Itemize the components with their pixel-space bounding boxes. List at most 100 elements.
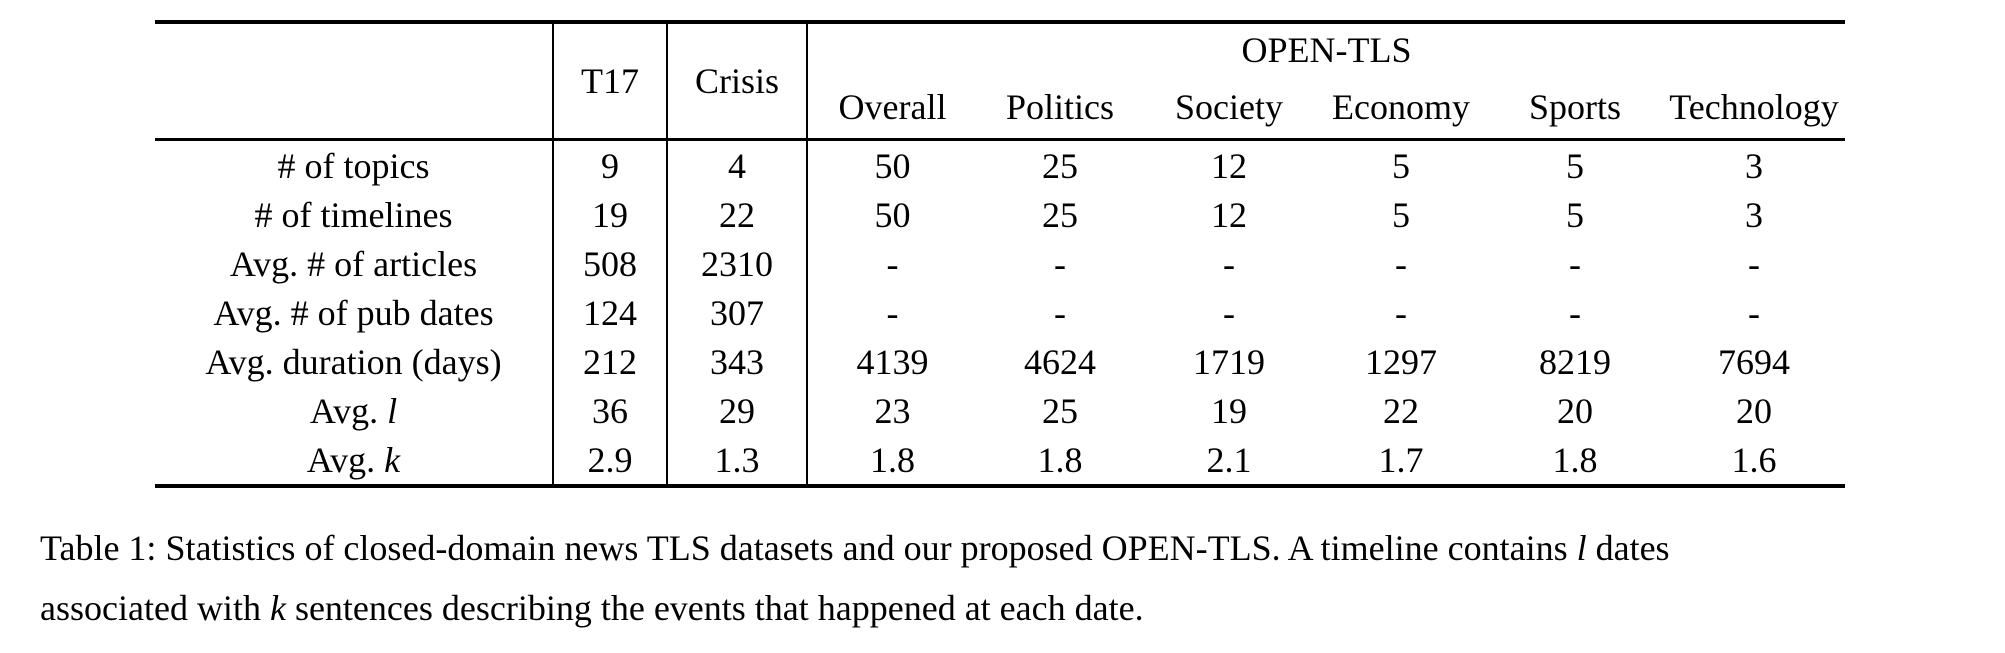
cell: 50 (807, 138, 977, 190)
cell: 19 (1211, 390, 1247, 431)
table-row: Avg. l 36 29 23 25 19 22 20 20 (155, 386, 1845, 435)
cell: - (886, 243, 899, 284)
cell: 12 (1211, 194, 1247, 235)
column-header-economy: Economy (1332, 87, 1470, 127)
column-header-sports: Sports (1528, 87, 1622, 127)
cell: - (1223, 292, 1235, 333)
row-label: Avg. k (155, 435, 554, 486)
row-label: Avg. l (155, 386, 554, 435)
text: # of topics (277, 145, 430, 186)
cell: 22 (667, 190, 808, 239)
cell: 1.6 (1731, 439, 1777, 480)
row-label: # of topics (155, 138, 554, 190)
cell: - (1054, 292, 1066, 333)
cell: 9 (553, 138, 668, 190)
cell: 5 (1487, 138, 1663, 190)
cell: 25 (1042, 194, 1078, 235)
column-header-politics: Politics (1005, 87, 1115, 127)
cell: 20 (1736, 390, 1772, 431)
text: Avg. (306, 439, 385, 480)
cell: 4 (667, 138, 808, 190)
cell: - (1395, 243, 1407, 284)
cell: - (1748, 292, 1760, 333)
text: Avg. # of pub dates (213, 292, 494, 333)
column-header-overall: Overall (838, 87, 947, 127)
cell: 1719 (1193, 341, 1265, 382)
row-label: Avg. # of articles (155, 239, 554, 288)
cell: 5 (1392, 194, 1410, 235)
cell: 1.8 (870, 439, 915, 480)
table-caption: Table 1: Statistics of closed-domain new… (40, 518, 1970, 638)
cell: 307 (667, 288, 808, 337)
column-header-crisis: Crisis (667, 22, 808, 140)
text: # of timelines (254, 194, 453, 235)
cell: 212 (553, 337, 668, 386)
cell: 2.1 (1206, 439, 1252, 480)
cell: 5 (1315, 138, 1487, 190)
cell: 36 (553, 386, 668, 435)
column-header-society: Society (1175, 87, 1283, 127)
cell: 343 (667, 337, 808, 386)
cell: 12 (1143, 138, 1315, 190)
cell: 22 (1383, 390, 1419, 431)
cell: 50 (874, 194, 911, 235)
text: associated with (40, 588, 270, 628)
cell: 4624 (1024, 341, 1096, 382)
sub-header-row: Overall Politics Society Economy Sports … (155, 76, 1845, 140)
cell: - (886, 292, 899, 333)
text: Avg. (309, 390, 388, 431)
cell: 25 (977, 138, 1143, 190)
cell: - (1748, 243, 1760, 284)
cell: 23 (874, 390, 911, 431)
cell: 25 (1042, 390, 1078, 431)
table-row: Avg. k 2.9 1.3 1.8 1.8 2.1 1.7 1.8 1.6 (155, 435, 1845, 486)
cell: 1.8 (1552, 439, 1598, 480)
cell: - (1569, 292, 1581, 333)
cell: 124 (553, 288, 668, 337)
italic-text: k (384, 439, 401, 480)
cell: - (1054, 243, 1066, 284)
cell: 19 (553, 190, 668, 239)
table-body: # of topics 9 4 50 25 12 5 5 3 # of timelines 19 22… (155, 138, 1845, 486)
table-header: T17 Crisis OPEN-TLS Overall Politics Soc… (155, 22, 1845, 140)
cell: 8219 (1539, 341, 1611, 382)
cell: 7694 (1718, 341, 1790, 382)
caption-line: Table 1: Statistics of closed-domain new… (40, 518, 1970, 578)
italic-text: l (1576, 528, 1587, 568)
text: dates (1586, 528, 1670, 568)
column-group-open-tls: OPEN-TLS (1241, 30, 1412, 70)
cell: - (1223, 243, 1235, 284)
cell: 1297 (1365, 341, 1437, 382)
italic-text: k (269, 588, 286, 628)
corner-cell (155, 22, 554, 140)
cell: 1.3 (667, 435, 808, 486)
text: Avg. duration (days) (205, 341, 502, 382)
cell: 20 (1557, 390, 1593, 431)
statistics-table: T17 Crisis OPEN-TLS Overall Politics Soc… (155, 20, 1845, 488)
caption-line: associated with k sentences describing t… (40, 578, 1970, 638)
table-row: Avg. # of articles 508 2310 - - - - - - (155, 239, 1845, 288)
cell: 3 (1745, 194, 1763, 235)
cell: 29 (667, 386, 808, 435)
table-row: Avg. duration (days) 212 343 4139 4624 1719 12… (155, 337, 1845, 386)
text: Avg. # of articles (229, 243, 478, 284)
group-header-row: T17 Crisis OPEN-TLS (155, 22, 1845, 140)
cell: - (1395, 292, 1407, 333)
cell: 2.9 (553, 435, 668, 486)
column-header-t17: T17 (553, 22, 668, 140)
cell: 508 (553, 239, 668, 288)
table-row: Avg. # of pub dates 124 307 - - - - - - (155, 288, 1845, 337)
cell: 4139 (856, 341, 929, 382)
cell: 3 (1663, 138, 1845, 190)
column-header-technology: Technology (1669, 87, 1839, 127)
row-label: Avg. # of pub dates (155, 288, 554, 337)
cell: - (1569, 243, 1581, 284)
cell: 1.8 (1037, 439, 1083, 480)
text: Table 1: Statistics of closed-domain new… (40, 528, 1577, 568)
cell: 5 (1566, 194, 1584, 235)
table-row: # of topics 9 4 50 25 12 5 5 3 (155, 138, 1845, 190)
table-row: # of timelines 19 22 50 25 12 5 5 3 (155, 190, 1845, 239)
row-label: # of timelines (155, 190, 554, 239)
cell: 1.7 (1378, 439, 1424, 480)
text: sentences describing the events that hap… (285, 588, 1144, 628)
